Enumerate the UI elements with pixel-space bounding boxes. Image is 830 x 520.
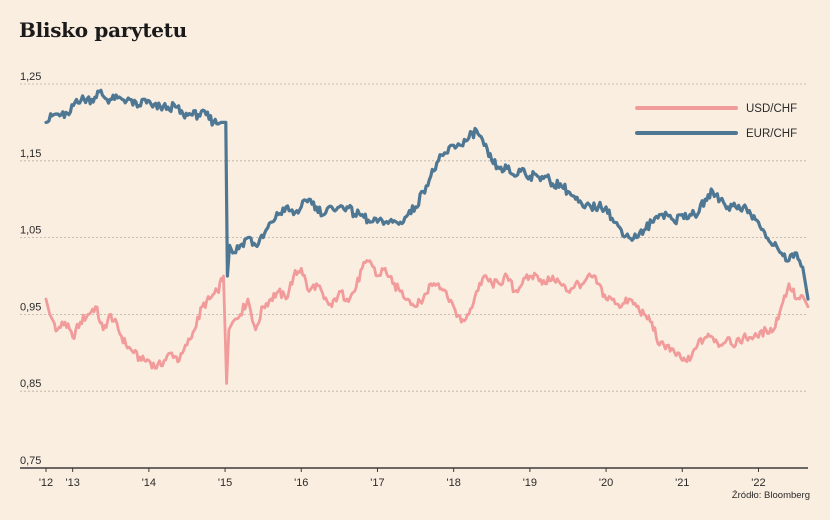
source-label: Źródło: Bloomberg	[732, 490, 810, 501]
y-tick-label: 0,95	[20, 301, 41, 313]
x-tick-label: '16	[294, 477, 308, 489]
x-tick-label: '22	[751, 477, 765, 489]
x-tick-label: '14	[142, 477, 156, 489]
series-line-eur-chf	[44, 88, 810, 301]
legend-label: USD/CHF	[746, 103, 797, 115]
x-tick-label: '13	[65, 477, 79, 489]
x-tick-label: '12	[39, 477, 53, 489]
y-tick-label: 0,85	[20, 378, 41, 390]
chart-title: Blisko parytetu	[19, 18, 187, 42]
y-tick-label: 1,05	[20, 225, 41, 237]
y-tick-label: 0,75	[20, 455, 41, 467]
legend-label: EUR/CHF	[746, 128, 797, 140]
x-tick-label: '15	[218, 477, 232, 489]
series-line-usd-chf	[44, 259, 810, 385]
x-tick-label: '21	[675, 477, 689, 489]
y-tick-label: 1,25	[20, 71, 41, 83]
y-tick-label: 1,15	[20, 148, 41, 160]
x-tick-label: '18	[446, 477, 460, 489]
x-tick-label: '17	[370, 477, 384, 489]
x-tick-label: '20	[599, 477, 613, 489]
x-tick-label: '19	[523, 477, 537, 489]
